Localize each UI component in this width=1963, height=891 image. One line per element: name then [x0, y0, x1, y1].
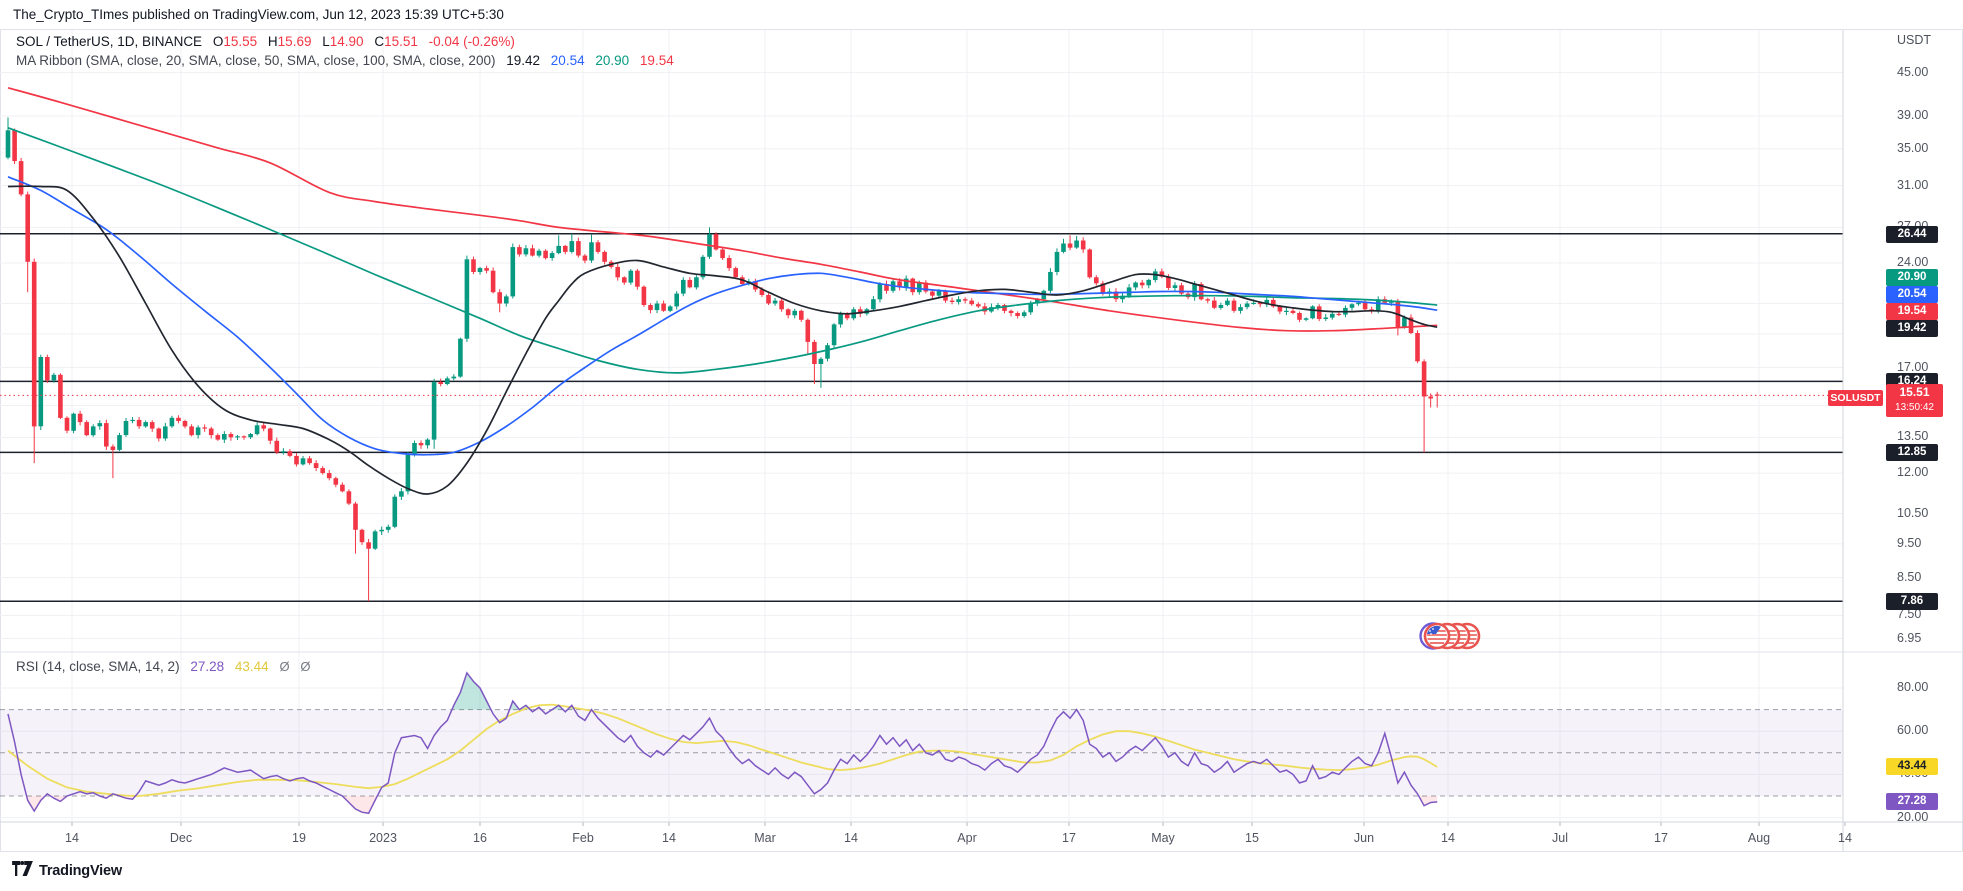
- price-tick-label: 31.00: [1897, 177, 1929, 192]
- flag-coins-watermark: [1419, 622, 1481, 650]
- time-axis-label: Apr: [957, 831, 977, 845]
- price-tick-label: 45.00: [1897, 64, 1929, 79]
- close-label: C: [374, 34, 385, 49]
- rsi-tick-label: 20.00: [1897, 809, 1929, 824]
- price-tick-label: 17.00: [1897, 359, 1929, 374]
- price-level-badge: 19.54: [1886, 302, 1938, 320]
- change-value: -0.04 (-0.26%): [428, 34, 515, 49]
- ma-line-sma200: [7, 86, 1438, 332]
- time-axis-label: 15: [1245, 831, 1259, 845]
- price-tick-label: 24.00: [1897, 255, 1929, 270]
- price-level-badge: 12.85: [1886, 443, 1938, 461]
- time-axis-label: May: [1151, 831, 1175, 845]
- time-axis-label: Jul: [1552, 831, 1568, 845]
- price-level-badge: 26.44: [1886, 225, 1938, 243]
- time-axis-label: Aug: [1747, 831, 1771, 845]
- time-axis-label: Jun: [1353, 831, 1375, 845]
- price-tick-label: 35.00: [1897, 140, 1929, 155]
- time-axis-label: 14: [65, 831, 79, 845]
- last-price-badge: 15.51 13:50:42: [1886, 384, 1943, 417]
- rsi-sma-line: [7, 703, 1438, 797]
- time-axis-label: 14: [844, 831, 858, 845]
- price-tick-label: 7.50: [1897, 607, 1922, 622]
- open-value: 15.55: [223, 34, 258, 49]
- time-axis-label: 16: [473, 831, 487, 845]
- sma200-value: 19.54: [639, 53, 674, 68]
- time-axis-label: 17: [1654, 831, 1668, 845]
- attribution: The_Crypto_TImes published on TradingVie…: [13, 7, 504, 22]
- ma-line-sma100: [7, 127, 1438, 374]
- tradingview-logo-icon: [12, 861, 33, 881]
- bar-countdown: 13:50:42: [1895, 402, 1934, 413]
- sma50-value: 20.54: [550, 53, 585, 68]
- time-axis-label: 2023: [369, 831, 397, 845]
- low-label: L: [322, 34, 330, 49]
- ma-line-sma20: [7, 185, 1438, 495]
- high-label: H: [267, 34, 278, 49]
- rsi-value-badge: 43.44: [1886, 758, 1938, 776]
- eye-off-icon[interactable]: Ø: [279, 659, 290, 674]
- time-axis-label: Feb: [572, 831, 594, 845]
- price-level-badge: 20.90: [1886, 268, 1938, 286]
- time-axis-label: 17: [1062, 831, 1076, 845]
- symbol-legend: SOL / TetherUS, 1D, BINANCE O15.55 H15.6…: [16, 34, 515, 49]
- time-axis-label: 14: [662, 831, 676, 845]
- symbol-title: SOL / TetherUS, 1D, BINANCE: [16, 34, 203, 49]
- price-tick-label: 6.95: [1897, 630, 1922, 645]
- sma20-value: 19.42: [506, 53, 541, 68]
- last-price-value: 15.51: [1899, 385, 1930, 399]
- sma100-value: 20.90: [595, 53, 630, 68]
- rsi-value: 27.28: [190, 659, 225, 674]
- price-level-badge: 20.54: [1886, 285, 1938, 303]
- low-value: 14.90: [329, 34, 364, 49]
- rsi-legend: RSI (14, close, SMA, 14, 2) 27.28 43.44 …: [16, 659, 310, 674]
- rsi-value-badge: 27.28: [1886, 793, 1938, 811]
- time-axis-label: Dec: [169, 831, 193, 845]
- rsi-tick-label: 60.00: [1897, 723, 1929, 738]
- price-tick-label: 39.00: [1897, 107, 1929, 122]
- price-tick-label: 10.50: [1897, 505, 1929, 520]
- eye-off-icon[interactable]: Ø: [300, 659, 311, 674]
- rsi-sma-value: 43.44: [234, 659, 269, 674]
- price-level-badge: 19.42: [1886, 319, 1938, 337]
- tradingview-logo[interactable]: TradingView: [12, 861, 122, 881]
- ma-line-sma50: [7, 176, 1438, 456]
- open-label: O: [212, 34, 224, 49]
- candlestick-series: [5, 117, 1440, 602]
- symbol-price-tag: SOLUSDT: [1828, 390, 1883, 406]
- tradingview-logo-text: TradingView: [39, 863, 122, 879]
- close-value: 15.51: [384, 34, 418, 49]
- price-tick-label: 13.50: [1897, 429, 1929, 444]
- price-tick-label: 9.50: [1897, 535, 1922, 550]
- price-level-badge: 7.86: [1886, 592, 1938, 610]
- ma-ribbon-legend: MA Ribbon (SMA, close, 20, SMA, close, 5…: [16, 53, 674, 68]
- price-tick-label: 8.50: [1897, 569, 1922, 584]
- rsi-label: RSI (14, close, SMA, 14, 2): [16, 659, 180, 674]
- time-axis-label: Mar: [754, 831, 776, 845]
- price-axis-unit: USDT: [1897, 33, 1932, 47]
- high-value: 15.69: [277, 34, 312, 49]
- ma-ribbon-label: MA Ribbon (SMA, close, 20, SMA, close, 5…: [16, 53, 496, 68]
- price-tick-label: 12.00: [1897, 465, 1929, 480]
- time-axis-label: 19: [292, 831, 306, 845]
- rsi-tick-label: 80.00: [1897, 680, 1929, 694]
- time-axis-label: 14: [1838, 831, 1852, 845]
- rsi-line: [7, 671, 1438, 815]
- time-axis-label: 14: [1441, 831, 1455, 845]
